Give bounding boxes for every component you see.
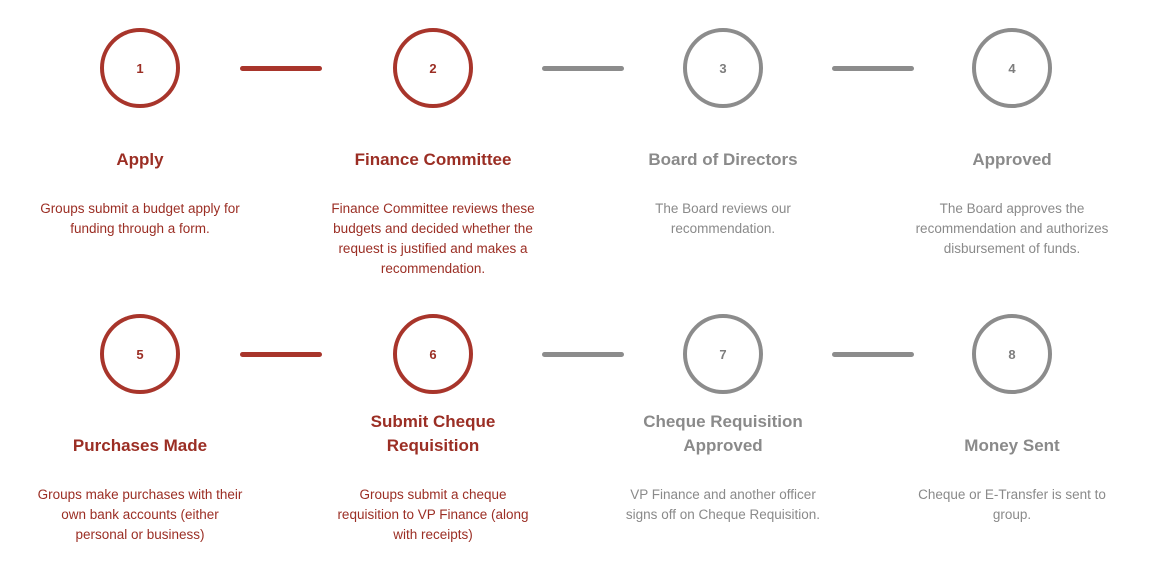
step-number: 1 [136, 60, 144, 76]
connector-6-7 [542, 352, 624, 357]
step-description: The Board approves the recommendation an… [915, 201, 1109, 256]
step-title: Finance Committee [354, 150, 512, 169]
step-title: Submit Cheque Requisition [370, 412, 496, 455]
step-number-circle: 4 [972, 28, 1052, 108]
step-description: Cheque or E-Transfer is sent to group. [918, 487, 1106, 522]
step-number-circle: 1 [100, 28, 180, 108]
step-number-circle: 5 [100, 314, 180, 394]
step-number-circle: 6 [393, 314, 473, 394]
connector-7-8 [832, 352, 914, 357]
step-description: VP Finance and another officer signs off… [625, 487, 821, 522]
step-number-circle: 8 [972, 314, 1052, 394]
step-title: Board of Directors [648, 150, 798, 169]
step-title: Cheque Requisition Approved [643, 412, 803, 455]
step-number-circle: 2 [393, 28, 473, 108]
step-title: Purchases Made [72, 436, 208, 455]
step-title: Money Sent [964, 436, 1060, 455]
step-description: Groups submit a budget apply for funding… [40, 201, 240, 236]
connector-5-6 [240, 352, 322, 357]
step-title: Approved [972, 150, 1052, 169]
step-number: 7 [719, 346, 727, 362]
connector-1-2 [240, 66, 322, 71]
step-number: 2 [429, 60, 437, 76]
step-description: Groups submit a cheque requisition to VP… [337, 487, 529, 542]
step-number: 5 [136, 346, 144, 362]
step-title: Apply [116, 150, 164, 169]
step-number: 4 [1008, 60, 1016, 76]
step-number: 8 [1008, 346, 1016, 362]
step-description: Groups make purchases with their own ban… [37, 487, 243, 542]
connector-2-3 [542, 66, 624, 71]
step-number-circle: 3 [683, 28, 763, 108]
step-number-circle: 7 [683, 314, 763, 394]
step-description: Finance Committee reviews these budgets … [331, 201, 535, 276]
step-number: 6 [429, 346, 437, 362]
step-description: The Board reviews our recommendation. [655, 201, 791, 236]
connector-3-4 [832, 66, 914, 71]
step-number: 3 [719, 60, 727, 76]
